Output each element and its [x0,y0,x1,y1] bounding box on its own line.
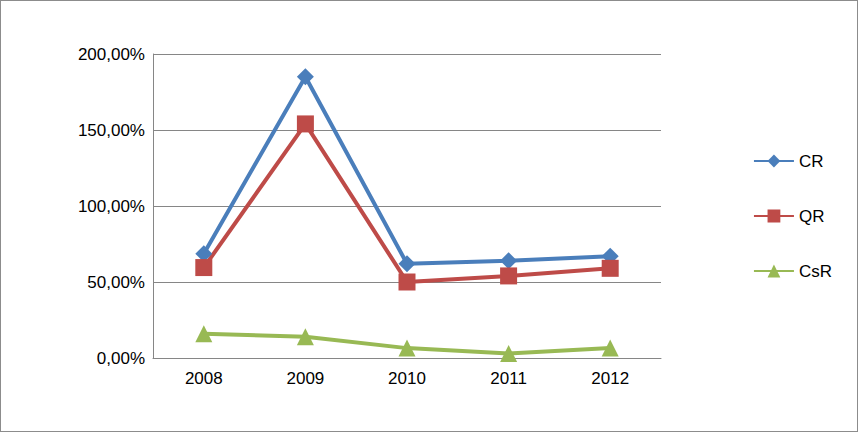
svg-text:50,00%: 50,00% [87,273,145,292]
svg-text:CR: CR [799,152,824,171]
svg-text:QR: QR [799,207,825,226]
svg-text:2010: 2010 [388,369,426,388]
svg-text:2011: 2011 [490,369,527,388]
svg-text:0,00%: 0,00% [97,349,145,368]
svg-text:200,00%: 200,00% [78,45,145,64]
svg-text:CsR: CsR [799,262,832,281]
svg-text:150,00%: 150,00% [78,121,145,140]
svg-text:2009: 2009 [286,369,324,388]
svg-text:2012: 2012 [591,369,629,388]
svg-text:2008: 2008 [185,369,223,388]
svg-text:100,00%: 100,00% [78,197,145,216]
